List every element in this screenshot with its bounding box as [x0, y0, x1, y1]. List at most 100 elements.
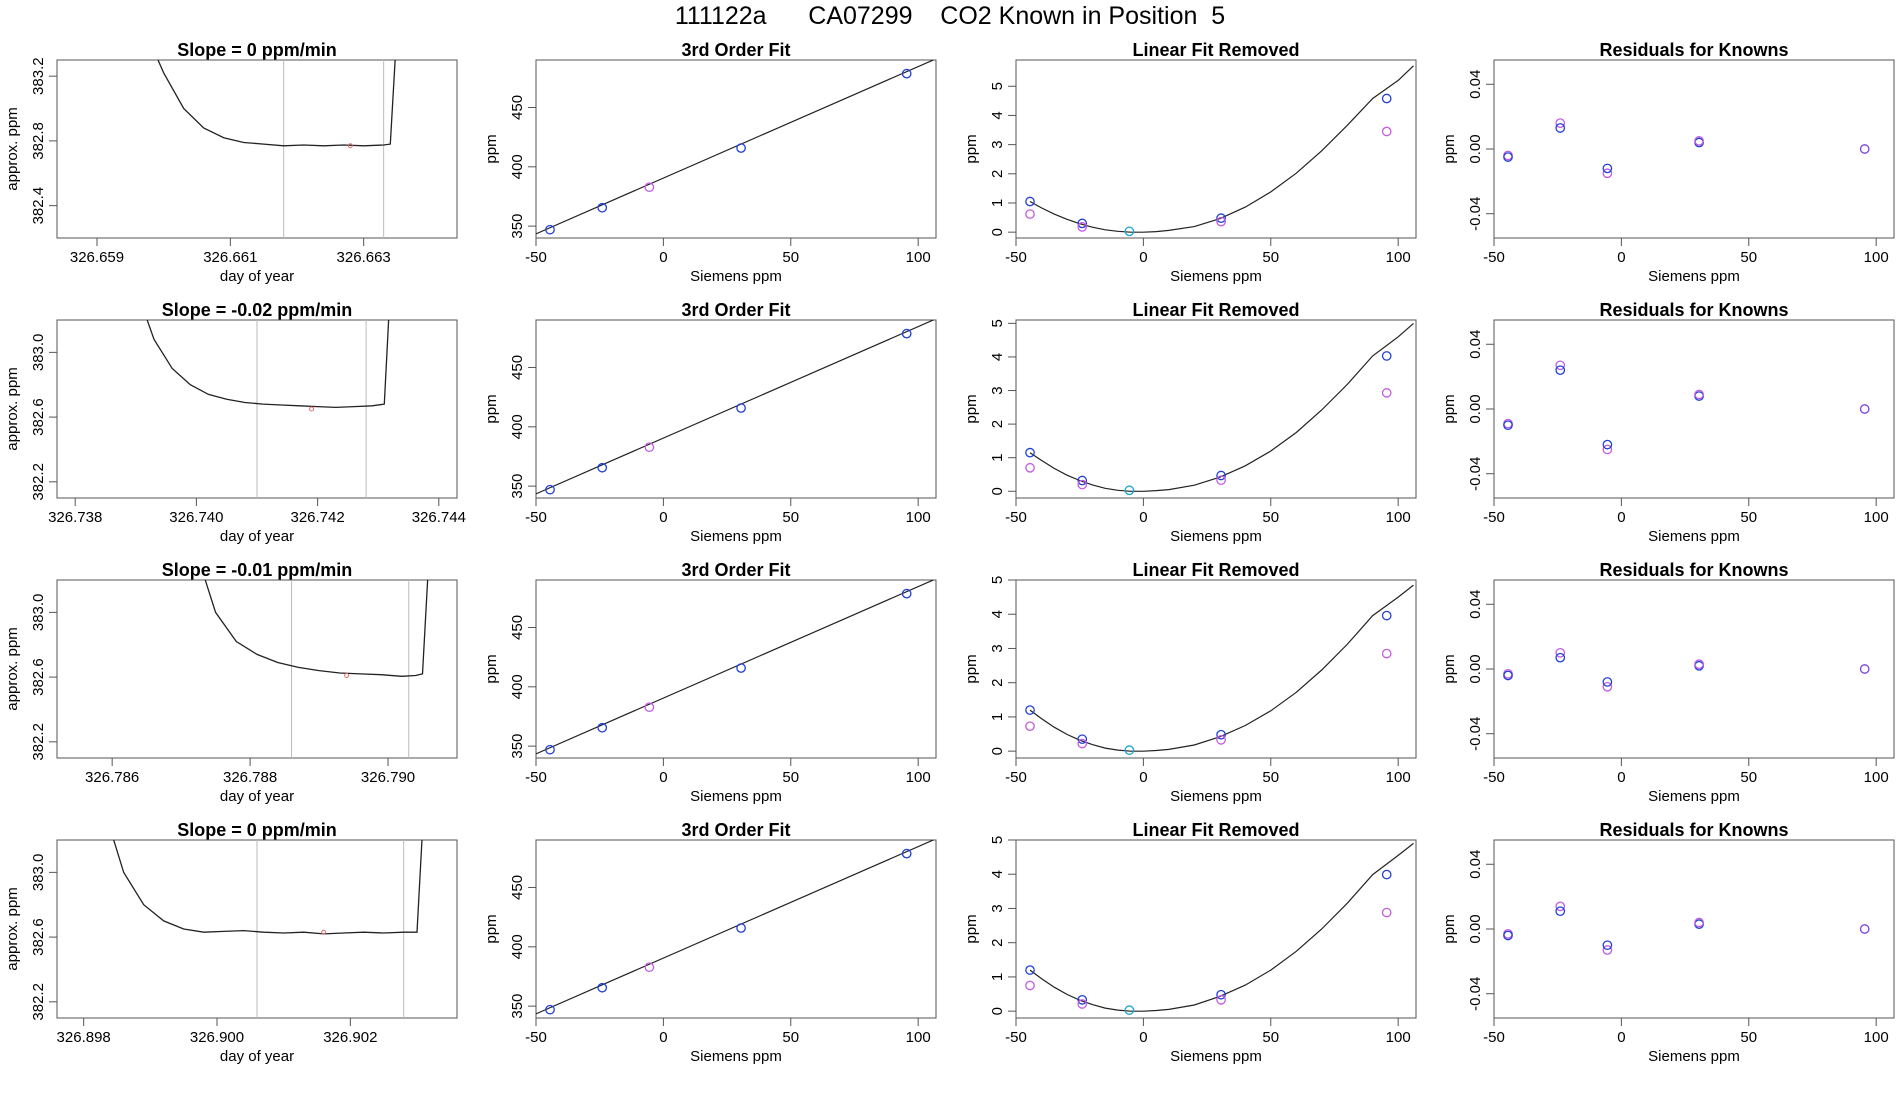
data-point [1025, 462, 1035, 473]
mean-marker [344, 672, 350, 678]
x-tick-label: 100 [906, 1029, 931, 1046]
data-point [1025, 447, 1035, 458]
x-axis-label: day of year [220, 528, 294, 545]
x-tick-label: 100 [1864, 249, 1889, 266]
y-tick-label: 0.00 [1467, 394, 1484, 423]
plot-frame [535, 579, 937, 759]
y-axis-label: ppm [1441, 134, 1458, 163]
x-tick-label: -50 [1483, 1029, 1505, 1046]
data-point [1077, 999, 1088, 1009]
plot-area [536, 840, 935, 1015]
y-tick-label: 5 [989, 836, 1006, 844]
y-tick-label: 4 [989, 111, 1006, 119]
data-point [1025, 705, 1035, 715]
x-axis-label: Siemens ppm [1648, 1048, 1740, 1065]
data-point [1124, 226, 1135, 237]
fit-curve [1029, 65, 1414, 233]
row4-resid-panel: Residuals for Knowns -50 0 50 100 -0.04 0.00 0.… [1441, 820, 1895, 1065]
x-tick-label: 50 [1262, 769, 1279, 786]
plot-frame [1015, 319, 1417, 499]
data-point [1555, 906, 1566, 917]
plot-frame [1015, 839, 1417, 1019]
y-tick-label: -0.04 [1467, 977, 1484, 1011]
data-point [736, 923, 746, 933]
y-tick-label: 382.2 [30, 723, 47, 761]
x-tick-label: 50 [1262, 509, 1279, 526]
x-tick-label: -50 [1483, 769, 1505, 786]
x-tick-label: 326.740 [169, 509, 223, 526]
y-axis-label: ppm [1441, 654, 1458, 683]
x-tick-label: 100 [1864, 769, 1889, 786]
data-point [1381, 907, 1392, 918]
plot-area [1503, 647, 1870, 692]
plot-area [536, 580, 935, 755]
y-tick-label: 350 [509, 474, 526, 499]
data-point [1381, 93, 1392, 104]
panel-title: Linear Fit Removed [1132, 820, 1299, 840]
y-tick-label: 400 [509, 414, 526, 439]
concentration-trace [157, 60, 396, 147]
y-tick-label: 1 [989, 973, 1006, 981]
y-tick-label: 3 [989, 644, 1006, 652]
data-point [1216, 216, 1226, 227]
y-tick-label: 0.04 [1467, 850, 1484, 879]
data-point [545, 484, 555, 495]
y-tick-label: 0.04 [1467, 330, 1484, 359]
y-tick-label: 450 [509, 355, 526, 380]
y-axis-label: ppm [963, 134, 980, 163]
x-tick-label: 0 [1139, 509, 1147, 526]
mean-marker [309, 406, 315, 412]
data-point [1602, 940, 1613, 951]
data-point [1025, 209, 1035, 219]
data-point [1077, 475, 1088, 486]
data-point [901, 68, 912, 79]
y-tick-label: 4 [989, 353, 1006, 361]
data-point [1216, 470, 1226, 481]
x-tick-label: 326.788 [223, 769, 277, 786]
x-tick-label: 50 [782, 509, 799, 526]
data-point [1216, 475, 1226, 486]
x-tick-label: -50 [1005, 1029, 1027, 1046]
concentration-trace [204, 580, 429, 677]
data-point [1381, 388, 1392, 398]
row1-fit-panel: 3rd Order Fit -50 0 50 100 350 400 450 Siemens p… [483, 40, 937, 285]
data-point [1694, 136, 1704, 146]
plot-frame [1493, 839, 1895, 1019]
x-tick-label: 0 [1617, 1029, 1625, 1046]
data-point [1602, 168, 1613, 179]
x-axis-label: Siemens ppm [690, 788, 782, 805]
x-tick-label: 100 [1386, 1029, 1411, 1046]
x-tick-label: 50 [1740, 509, 1757, 526]
y-tick-label: -0.04 [1467, 457, 1484, 491]
data-point [901, 588, 912, 599]
row1-linear-panel: Linear Fit Removed -50 0 50 100 0 1 2 3 4 5 Siemens… [963, 40, 1417, 285]
panel-title: Residuals for Knowns [1599, 40, 1788, 60]
data-point [597, 462, 608, 473]
y-tick-label: 382.2 [30, 463, 47, 501]
panel-title: Linear Fit Removed [1132, 560, 1299, 580]
data-point [644, 702, 655, 713]
x-axis-label: day of year [220, 1048, 294, 1065]
fit-line [536, 840, 935, 1015]
x-tick-label: 100 [1386, 509, 1411, 526]
data-point [1859, 404, 1870, 414]
y-tick-label: 2 [989, 170, 1006, 178]
x-tick-label: 50 [782, 1029, 799, 1046]
plot-frame [1493, 59, 1895, 239]
plot-frame [1015, 579, 1417, 759]
data-point [1077, 995, 1088, 1005]
panel-title: 3rd Order Fit [681, 40, 790, 60]
panel-title: 3rd Order Fit [681, 560, 790, 580]
concentration-trace [146, 320, 390, 409]
y-tick-label: 450 [509, 615, 526, 640]
y-tick-label: 0 [989, 1007, 1006, 1015]
data-point [1602, 681, 1613, 692]
row2-fit-panel: 3rd Order Fit -50 0 50 100 350 400 450 Siemens p… [483, 300, 937, 545]
x-axis-label: Siemens ppm [1170, 788, 1262, 805]
data-point [1077, 734, 1088, 745]
data-point [1555, 652, 1566, 663]
data-point [545, 224, 555, 235]
row3-fit-panel: 3rd Order Fit -50 0 50 100 350 400 450 Siemens p… [483, 560, 937, 805]
data-point [1381, 869, 1392, 880]
plot-area [1503, 901, 1870, 955]
